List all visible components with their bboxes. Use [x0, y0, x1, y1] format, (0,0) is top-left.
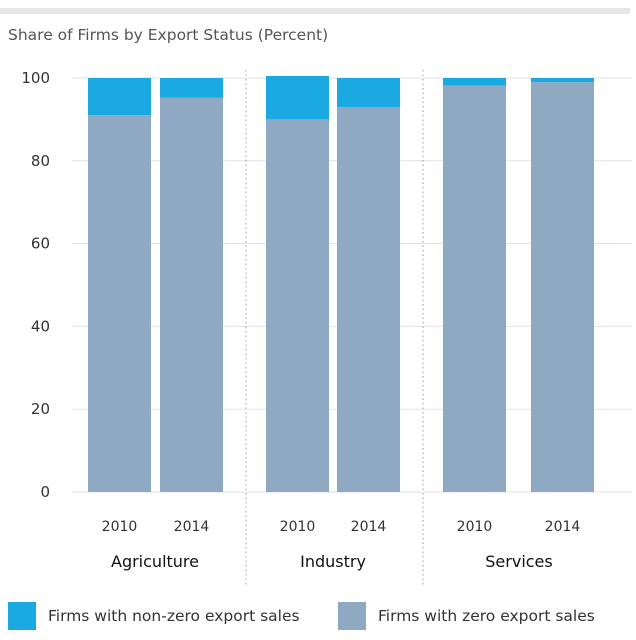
bars	[88, 75, 594, 493]
chart-title: Share of Firms by Export Status (Percent…	[8, 26, 329, 44]
group-dividers	[245, 70, 424, 585]
y-tick-label: 60	[31, 235, 50, 253]
legend-label-zero: Firms with zero export sales	[378, 607, 595, 625]
x-tick-label: 2010	[102, 519, 138, 535]
y-tick-label: 100	[21, 69, 50, 87]
y-tick-label: 0	[40, 483, 50, 501]
bar-nonzero-export-4	[443, 78, 506, 86]
x-axis-labels: 2010 2014 Agriculture 2010 2014 Industry 2010 2…	[102, 519, 581, 571]
x-tick-label: 2010	[457, 519, 493, 535]
bar-zero-export-4	[443, 85, 506, 493]
bar-nonzero-export-0	[88, 78, 151, 116]
legend-swatch-zero	[338, 602, 366, 630]
bar-nonzero-export-2	[266, 75, 329, 120]
x-tick-label: 2010	[280, 519, 316, 535]
legend-label-nonzero: Firms with non-zero export sales	[48, 607, 300, 625]
bar-nonzero-export-3	[337, 78, 400, 107]
x-tick-label: 2014	[545, 519, 581, 535]
legend-item-zero: Firms with zero export sales	[338, 602, 595, 630]
x-tick-label: 2014	[174, 519, 210, 535]
bar-zero-export-3	[337, 106, 400, 492]
legend: Firms with non-zero export sales Firms w…	[0, 602, 636, 634]
group-label: Agriculture	[111, 552, 199, 571]
y-tick-label: 20	[31, 400, 50, 418]
legend-swatch-nonzero	[8, 602, 36, 630]
bar-zero-export-0	[88, 115, 151, 492]
bar-zero-export-5	[531, 82, 594, 492]
chart-plot: 0 20 40 60 80 100 2010 2014 Agriculture 2010 2014…	[21, 69, 632, 585]
bar-nonzero-export-5	[531, 78, 594, 83]
top-rule	[0, 8, 630, 14]
group-label: Services	[485, 552, 552, 571]
y-tick-label: 40	[31, 317, 50, 335]
bar-zero-export-2	[266, 119, 329, 493]
group-label: Industry	[300, 552, 366, 571]
bar-zero-export-1	[160, 97, 223, 492]
bar-nonzero-export-1	[160, 78, 223, 98]
legend-item-nonzero: Firms with non-zero export sales	[8, 602, 300, 630]
y-axis-ticks: 0 20 40 60 80 100	[21, 69, 50, 501]
y-tick-label: 80	[31, 152, 50, 170]
x-tick-label: 2014	[351, 519, 387, 535]
